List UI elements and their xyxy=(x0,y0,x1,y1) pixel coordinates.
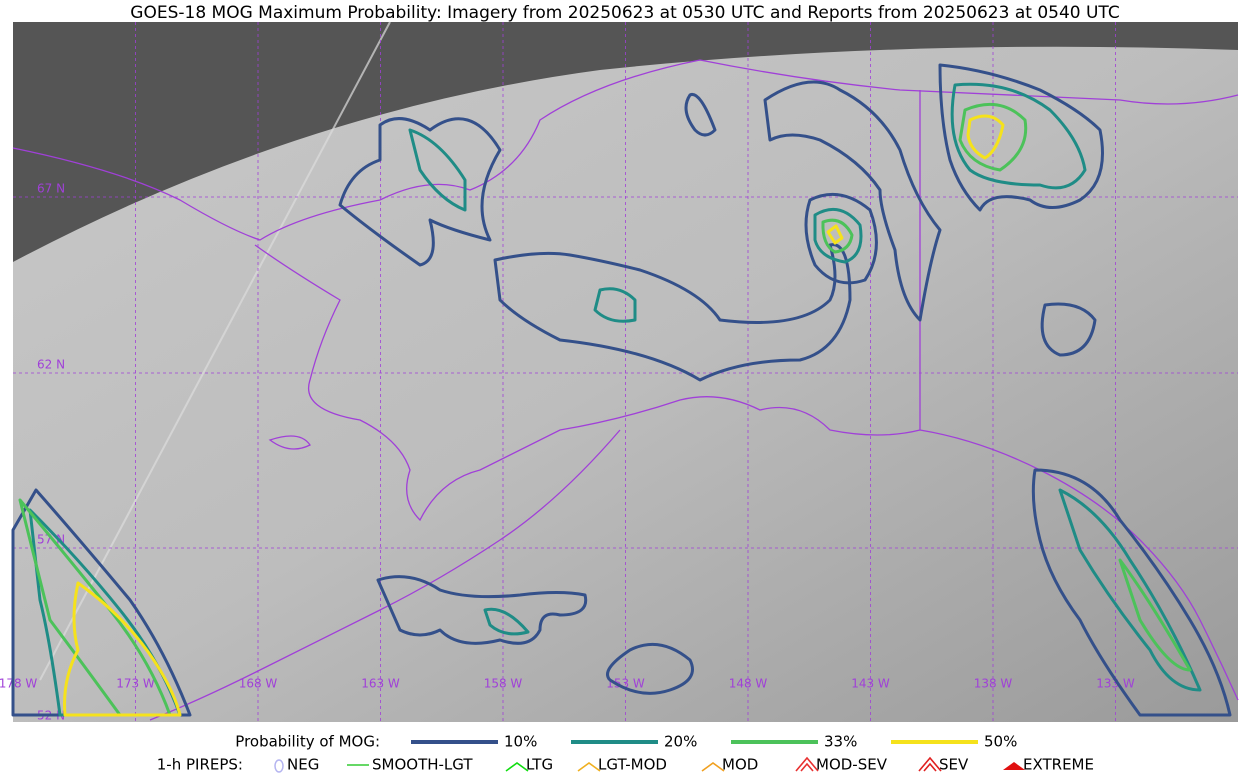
longitude-label: 163 W xyxy=(361,677,400,691)
longitude-label: 158 W xyxy=(484,677,523,691)
swath-edge xyxy=(39,21,391,681)
legend-probability-label: Probability of MOG: xyxy=(235,733,380,751)
longitude-label: 153 W xyxy=(606,677,645,691)
pirep-icon xyxy=(274,759,284,773)
legend-label: MOD xyxy=(722,756,758,774)
longitude-label: 143 W xyxy=(851,677,890,691)
coastlines xyxy=(12,59,1239,721)
legend-label: 10% xyxy=(504,733,537,751)
legend-label: EXTREME xyxy=(1023,756,1094,774)
legend-label: SMOOTH-LGT xyxy=(372,756,473,774)
latitude-label: 67 N xyxy=(37,182,65,196)
pirep-icon xyxy=(701,762,725,772)
longitude-label: 178 W xyxy=(0,677,37,691)
legend-label: 20% xyxy=(664,733,697,751)
legend-label: SEV xyxy=(939,756,969,774)
legend-label: LTG xyxy=(526,756,553,774)
pirep-icon xyxy=(918,756,942,772)
legend-label: NEG xyxy=(287,756,319,774)
legend-label: LGT-MOD xyxy=(598,756,667,774)
legend-pireps-label: 1-h PIREPS: xyxy=(157,756,243,774)
legend: Probability of MOG: 1-h PIREPS: 10% 20% 33… xyxy=(157,733,1094,774)
mog-contours xyxy=(11,63,1232,717)
legend-label: MOD-SEV xyxy=(816,756,888,774)
latitude-label: 62 N xyxy=(37,358,65,372)
longitude-label: 133 W xyxy=(1096,677,1135,691)
longitude-label: 173 W xyxy=(116,677,155,691)
pirep-icon xyxy=(577,762,601,772)
legend-label: 33% xyxy=(824,733,857,751)
pirep-icon xyxy=(795,756,819,772)
no-data-region xyxy=(13,22,1238,262)
longitude-label: 138 W xyxy=(974,677,1013,691)
pirep-icon xyxy=(1003,762,1025,770)
pirep-icon xyxy=(505,762,529,772)
longitude-label: 168 W xyxy=(239,677,278,691)
legend-label: 50% xyxy=(984,733,1017,751)
longitude-label: 148 W xyxy=(729,677,768,691)
title: GOES-18 MOG Maximum Probability: Imagery… xyxy=(130,3,1119,23)
